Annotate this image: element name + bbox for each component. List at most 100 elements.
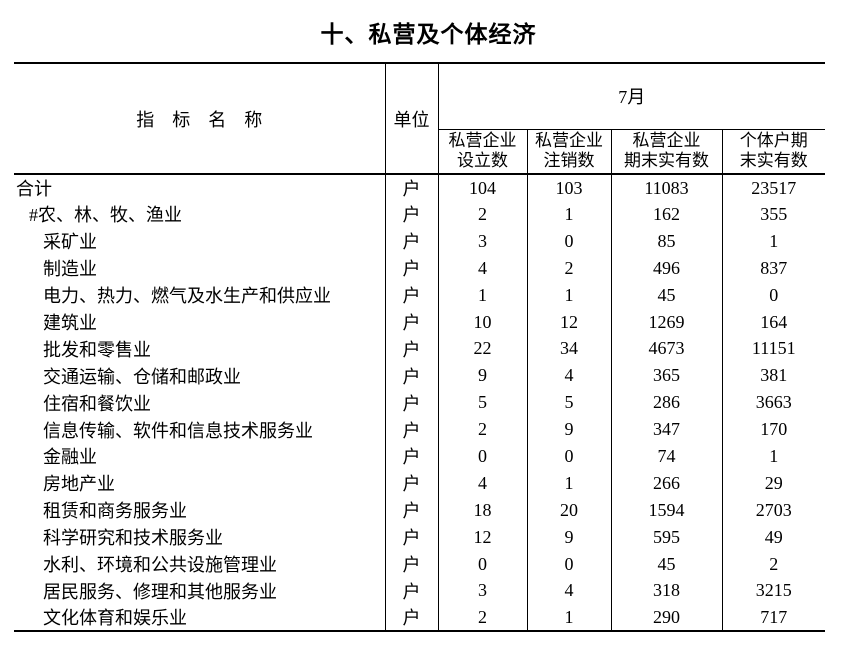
value-cell: 1	[438, 281, 528, 309]
value-cell: 74	[611, 443, 723, 470]
unit-header: 单位	[385, 63, 439, 175]
indicator-name-cell: 文化体育和娱乐业	[14, 604, 386, 632]
value-cell: 4	[527, 577, 612, 605]
period-header: 7月	[438, 63, 825, 130]
value-cell: 1	[527, 201, 612, 228]
table-row: 采矿业户 3 0 85 1	[14, 227, 825, 255]
value-cell: 0	[438, 550, 528, 578]
value-cell: 12	[438, 523, 528, 551]
indicator-name-cell: 租赁和商务服务业	[14, 496, 386, 524]
value-cell: 2703	[755, 499, 792, 520]
value-cell: 34	[527, 335, 612, 363]
value-cell: 717	[760, 606, 788, 627]
value-cell: 4	[527, 362, 612, 390]
value-cell: 318	[611, 577, 723, 605]
value-cell: 355	[760, 203, 788, 224]
unit-cell: 户	[385, 443, 439, 470]
unit-cell: 户	[385, 469, 439, 497]
table-row: 科学研究和技术服务业户 12 9 595 49	[14, 523, 825, 551]
value-cell: 4	[438, 469, 528, 497]
indicator-name-cell: 房地产业	[14, 469, 386, 497]
unit-cell: 户	[385, 577, 439, 605]
value-cell: 9	[527, 523, 612, 551]
indicator-name-cell: 建筑业	[14, 308, 386, 336]
unit-cell: 户	[385, 496, 439, 524]
unit-cell: 户	[385, 550, 439, 578]
value-cell: 5	[527, 389, 612, 417]
indicator-name-cell: 交通运输、仓储和邮政业	[14, 362, 386, 390]
value-cell: 20	[527, 496, 612, 524]
subcolumn-line: 个体户期	[739, 131, 808, 151]
unit-cell: 户	[385, 416, 439, 444]
table-row: 建筑业户 10 12 1269 164	[14, 308, 825, 336]
value-cell: 595	[611, 523, 723, 551]
value-cell: 10	[438, 308, 528, 336]
table-row: 水利、环境和公共设施管理业户 0 0 45 2	[14, 550, 825, 578]
unit-cell: 户	[385, 227, 439, 255]
value-cell: 2	[438, 416, 528, 444]
value-cell: 1	[527, 281, 612, 309]
value-cell: 2	[769, 553, 779, 574]
value-cell: 1269	[611, 308, 723, 336]
value-cell: 103	[527, 174, 612, 201]
value-cell: 45	[611, 550, 723, 578]
subcolumn-header-deregistered: 私营企业 注销数	[527, 129, 612, 175]
value-cell: 45	[611, 281, 723, 309]
indicator-name-cell: 居民服务、修理和其他服务业	[14, 577, 386, 605]
unit-cell: 户	[385, 174, 439, 201]
value-cell: 266	[611, 469, 723, 497]
unit-cell: 户	[385, 281, 439, 309]
indicator-name-cell: 采矿业	[14, 227, 386, 255]
value-cell: 12	[527, 308, 612, 336]
value-cell: 381	[760, 365, 788, 386]
table-row: #农、林、牧、渔业户 2 1 162 355	[14, 201, 825, 228]
value-cell: 4673	[611, 335, 723, 363]
value-cell: 0	[527, 227, 612, 255]
value-cell: 104	[438, 174, 528, 201]
table-row: 房地产业户 4 1 266 29	[14, 469, 825, 497]
value-cell: 2	[438, 604, 528, 632]
unit-cell: 户	[385, 201, 439, 228]
indicator-name-cell: 水利、环境和公共设施管理业	[14, 550, 386, 578]
unit-cell: 户	[385, 254, 439, 282]
value-cell: 0	[527, 550, 612, 578]
indicator-name-cell: 金融业	[14, 443, 386, 470]
unit-cell: 户	[385, 362, 439, 390]
statistics-table-wrapper: 指 标 名 称 单位 7月 私营企业 设立数 私营企业 注销数 私营企业 期末实…	[14, 62, 857, 633]
value-cell: 0	[527, 443, 612, 470]
header-row-sub: 私营企业 设立数 私营企业 注销数 私营企业 期末实有数 个体户期 末实有数	[14, 129, 825, 175]
value-cell: 1	[769, 230, 779, 251]
indicator-name-cell: 电力、热力、燃气及水生产和供应业	[14, 281, 386, 309]
subcolumn-header-period-end-actual: 私营企业 期末实有数	[611, 129, 723, 175]
value-cell: 3	[438, 227, 528, 255]
value-cell: 0	[438, 443, 528, 470]
unit-cell: 户	[385, 523, 439, 551]
subcolumn-line: 私营企业	[632, 131, 701, 151]
indicator-name-cell: 科学研究和技术服务业	[14, 523, 386, 551]
page-title: 十、私营及个体经济	[320, 21, 537, 47]
subcolumn-header-established: 私营企业 设立数	[438, 129, 528, 175]
value-cell: 9	[438, 362, 528, 390]
value-cell: 170	[760, 419, 788, 440]
value-cell: 3663	[755, 392, 792, 413]
subcolumn-line: 末实有数	[739, 151, 808, 171]
table-row: 交通运输、仓储和邮政业户 9 4 365 381	[14, 362, 825, 390]
unit-cell: 户	[385, 308, 439, 336]
value-cell: 496	[611, 254, 723, 282]
table-row: 合计户 104 103 11083 23517	[14, 174, 825, 201]
indicator-name-cell: 批发和零售业	[14, 335, 386, 363]
indicator-name-header: 指 标 名 称	[14, 63, 386, 175]
indicator-name-cell: 制造业	[14, 254, 386, 282]
value-cell: 290	[611, 604, 723, 632]
value-cell: 29	[764, 472, 783, 493]
table-row: 信息传输、软件和信息技术服务业户 2 9 347 170	[14, 416, 825, 444]
value-cell: 162	[611, 201, 723, 228]
subcolumn-line: 期末实有数	[624, 151, 709, 171]
unit-cell: 户	[385, 604, 439, 632]
table-row: 住宿和餐饮业户 5 5 286 3663	[14, 389, 825, 417]
unit-cell: 户	[385, 389, 439, 417]
indicator-name-cell: 信息传输、软件和信息技术服务业	[14, 416, 386, 444]
value-cell: 4	[438, 254, 528, 282]
subcolumn-header-individual-period-end: 个体户期 末实有数	[722, 129, 825, 175]
value-cell: 3	[438, 577, 528, 605]
